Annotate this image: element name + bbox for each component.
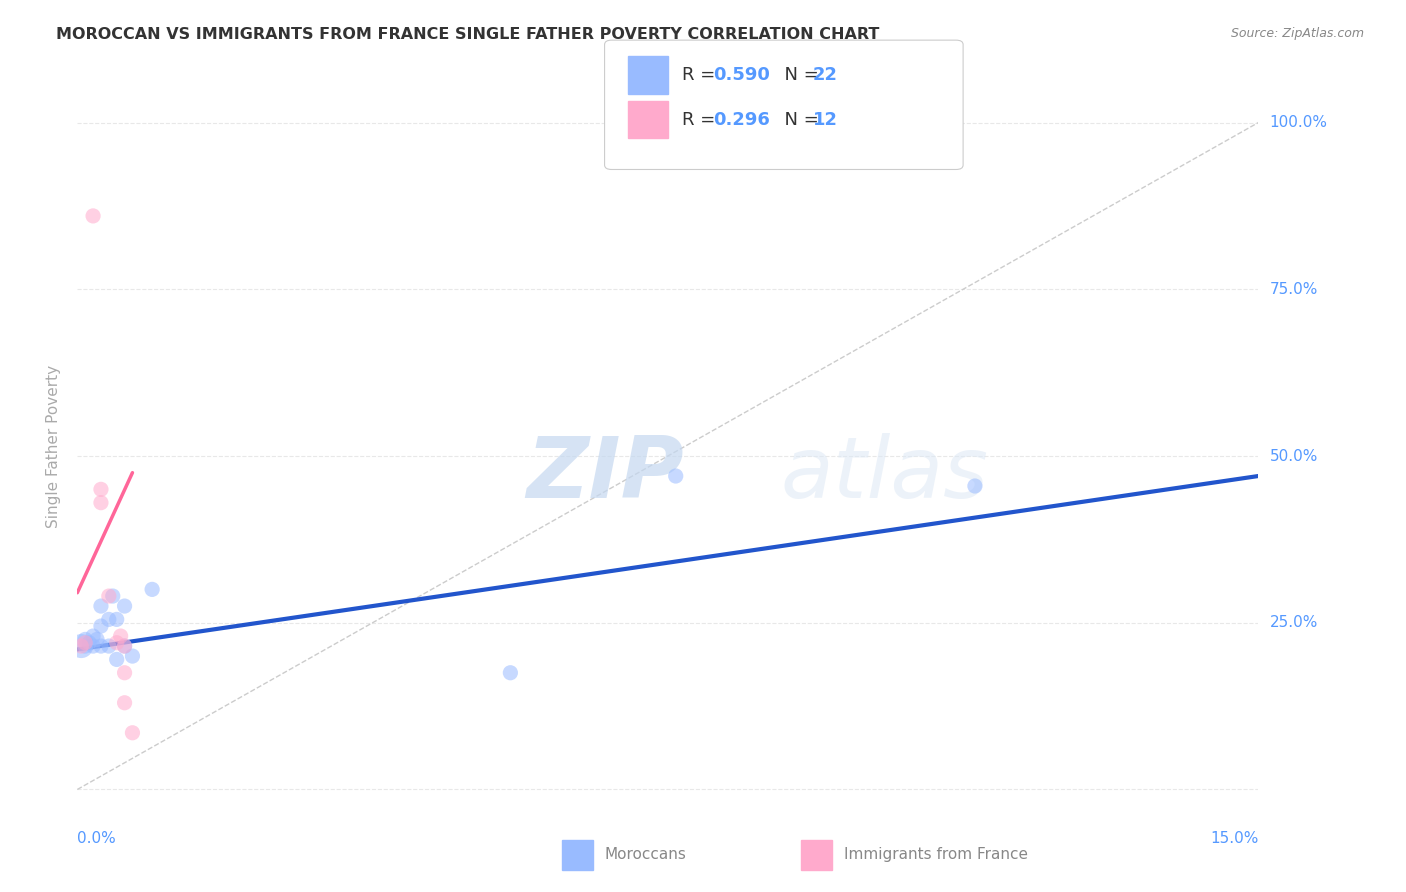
Point [97, 612, 120, 626]
Point [75, 636, 97, 650]
Text: 15.0%: 15.0% [1211, 830, 1258, 846]
Text: 100.0%: 100.0% [1270, 115, 1327, 130]
Text: 0.590: 0.590 [713, 66, 769, 84]
Text: Immigrants from France: Immigrants from France [844, 847, 1028, 863]
Point [101, 589, 124, 603]
Text: 50.0%: 50.0% [1270, 449, 1317, 464]
Point [86, 632, 108, 647]
Point [105, 636, 128, 650]
Point [82, 629, 104, 643]
Point [75, 639, 97, 653]
Point [90, 619, 112, 633]
Point [499, 665, 522, 680]
Point [121, 649, 143, 664]
Point [90, 599, 112, 613]
Point [114, 639, 136, 653]
Point [90, 496, 112, 510]
Point [70, 639, 93, 653]
Text: R =: R = [682, 66, 721, 84]
Point [963, 479, 986, 493]
Point [121, 725, 143, 739]
Y-axis label: Single Father Poverty: Single Father Poverty [46, 365, 62, 527]
Point [90, 639, 112, 653]
Text: N =: N = [773, 111, 825, 128]
Point [82, 209, 104, 223]
Point [665, 469, 688, 483]
Text: 22: 22 [813, 66, 838, 84]
Text: N =: N = [773, 66, 825, 84]
Point [105, 612, 128, 626]
Text: 0.296: 0.296 [713, 111, 769, 128]
Point [82, 639, 104, 653]
Point [70, 639, 93, 653]
Point [77, 636, 100, 650]
Text: 12: 12 [813, 111, 838, 128]
Point [75, 632, 97, 647]
Point [105, 652, 128, 666]
Text: ZIP: ZIP [526, 433, 683, 516]
Point [114, 696, 136, 710]
Text: Source: ZipAtlas.com: Source: ZipAtlas.com [1230, 27, 1364, 40]
Text: 25.0%: 25.0% [1270, 615, 1317, 631]
Point [114, 639, 136, 653]
Text: 75.0%: 75.0% [1270, 282, 1317, 297]
Point [110, 629, 132, 643]
Text: R =: R = [682, 111, 721, 128]
Text: MOROCCAN VS IMMIGRANTS FROM FRANCE SINGLE FATHER POVERTY CORRELATION CHART: MOROCCAN VS IMMIGRANTS FROM FRANCE SINGL… [56, 27, 880, 42]
Point [114, 665, 136, 680]
Point [141, 582, 163, 597]
Point [97, 589, 120, 603]
Text: 0.0%: 0.0% [77, 830, 117, 846]
Text: atlas: atlas [780, 433, 988, 516]
Text: Moroccans: Moroccans [605, 847, 686, 863]
Point [114, 599, 136, 613]
Point [90, 483, 112, 497]
Point [97, 639, 120, 653]
